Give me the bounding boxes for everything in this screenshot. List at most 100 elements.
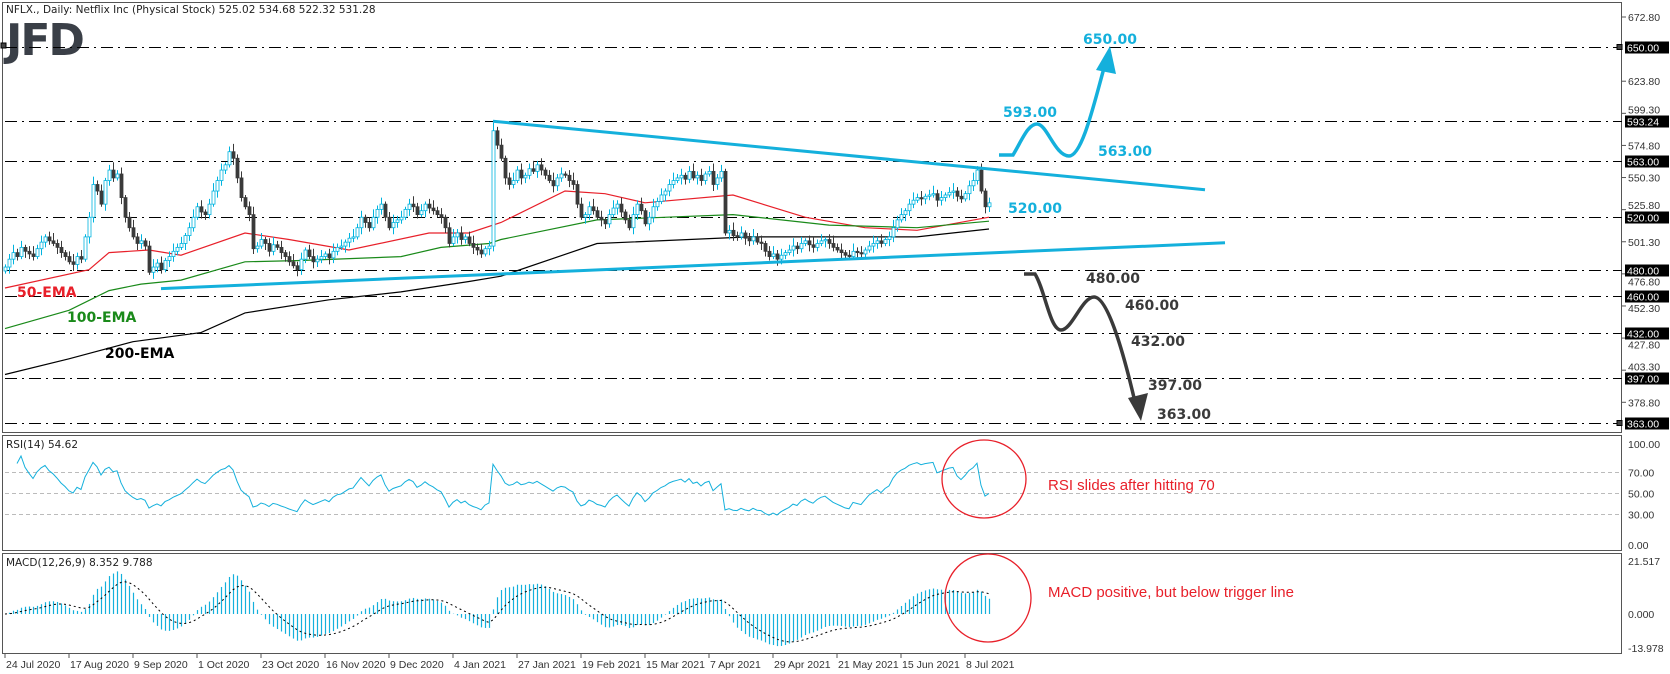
candle-body xyxy=(399,216,404,221)
candle xyxy=(283,250,288,262)
candle-body xyxy=(579,203,584,218)
candle xyxy=(675,173,680,184)
level-price-box xyxy=(1625,264,1669,277)
candle-body xyxy=(755,236,760,243)
candle xyxy=(275,240,280,251)
candle xyxy=(159,256,164,274)
macd-title: MACD(12,26,9) 8.352 9.788 xyxy=(6,557,153,569)
candle xyxy=(455,229,460,244)
candle-body xyxy=(311,256,316,263)
candle xyxy=(951,183,956,199)
date-tick-label: 19 Feb 2021 xyxy=(582,659,641,671)
candle-body xyxy=(123,197,128,218)
candle xyxy=(763,240,768,257)
candle xyxy=(971,172,976,192)
rsi-tick-label: 30.00 xyxy=(1628,510,1654,522)
candle xyxy=(167,251,172,268)
candle-body xyxy=(903,210,908,216)
level-handle[interactable] xyxy=(1616,420,1623,426)
candle xyxy=(459,226,464,245)
bearish-scenario: 480.00 460.00 432.00 397.00 363.00 xyxy=(1024,271,1211,423)
candle-body xyxy=(799,243,804,250)
level-handle[interactable] xyxy=(0,42,7,49)
macd-panel-frame xyxy=(2,553,1622,654)
candle xyxy=(839,243,844,260)
candle xyxy=(703,171,708,185)
candle xyxy=(451,229,456,247)
candle xyxy=(851,243,856,260)
candle-body xyxy=(339,245,344,248)
candle xyxy=(767,246,772,261)
candle-body xyxy=(95,184,100,192)
lower-support-trendline xyxy=(160,241,1226,291)
price-tick-label: 599.30 xyxy=(1628,104,1660,116)
price-tick-label: 525.80 xyxy=(1628,200,1660,212)
candle-body xyxy=(603,219,608,225)
candle-body xyxy=(155,262,160,268)
candle-body xyxy=(927,194,932,197)
candle xyxy=(319,250,324,264)
candle-body xyxy=(707,170,712,175)
candle xyxy=(75,252,80,270)
candle-body xyxy=(171,250,176,257)
candle-body xyxy=(715,177,720,185)
candle xyxy=(303,247,308,264)
candle-body xyxy=(727,229,732,234)
candle xyxy=(323,251,328,260)
candle-body xyxy=(795,245,800,250)
candle-body xyxy=(891,227,896,238)
candle-body xyxy=(55,243,60,248)
level-handle[interactable] xyxy=(1616,44,1623,50)
candle xyxy=(87,212,92,244)
candle xyxy=(819,234,824,247)
candle xyxy=(83,234,88,262)
jfd-logo: JFD xyxy=(3,15,85,66)
level-price-label: 593.24 xyxy=(1627,117,1659,129)
candle-body xyxy=(491,130,496,247)
candle xyxy=(479,243,484,258)
candle xyxy=(467,231,472,247)
candle-body xyxy=(363,216,368,223)
rsi-tick-label: 50.00 xyxy=(1628,489,1654,501)
candle xyxy=(191,209,196,232)
candle-body xyxy=(951,190,956,193)
candle-body xyxy=(67,256,72,263)
candle-body xyxy=(791,245,796,251)
candle-body xyxy=(151,266,156,273)
candle-body xyxy=(507,177,512,185)
candle-body xyxy=(119,173,124,198)
candle xyxy=(987,197,992,213)
candlesticks xyxy=(3,122,992,279)
upper-resistance-trendline xyxy=(492,119,1206,192)
candle-body xyxy=(599,216,604,221)
candle xyxy=(15,248,20,261)
candle-body xyxy=(887,236,892,240)
candle xyxy=(743,230,748,245)
candle xyxy=(107,164,112,186)
candle xyxy=(247,201,252,222)
candle xyxy=(867,240,872,253)
candle xyxy=(211,183,216,207)
candle xyxy=(543,167,548,180)
candle-body xyxy=(207,203,212,216)
candle-body xyxy=(691,170,696,179)
candle-body xyxy=(27,250,32,255)
candle xyxy=(147,240,152,275)
candle-body xyxy=(547,174,552,181)
level-price-box xyxy=(1625,115,1669,128)
bullish-path xyxy=(999,67,1106,158)
candle xyxy=(687,166,692,184)
candle-body xyxy=(443,216,448,229)
bearish-label-363: 363.00 xyxy=(1157,407,1211,423)
ema50-label: 50-EMA xyxy=(17,285,77,301)
candle-body xyxy=(351,236,356,239)
candle xyxy=(383,201,388,222)
candle xyxy=(747,232,752,247)
candle xyxy=(631,206,636,235)
date-tick-label: 15 Jun 2021 xyxy=(902,659,960,671)
candle xyxy=(263,236,268,251)
candle-body xyxy=(667,184,672,192)
candle xyxy=(895,215,900,232)
candle xyxy=(651,198,656,223)
